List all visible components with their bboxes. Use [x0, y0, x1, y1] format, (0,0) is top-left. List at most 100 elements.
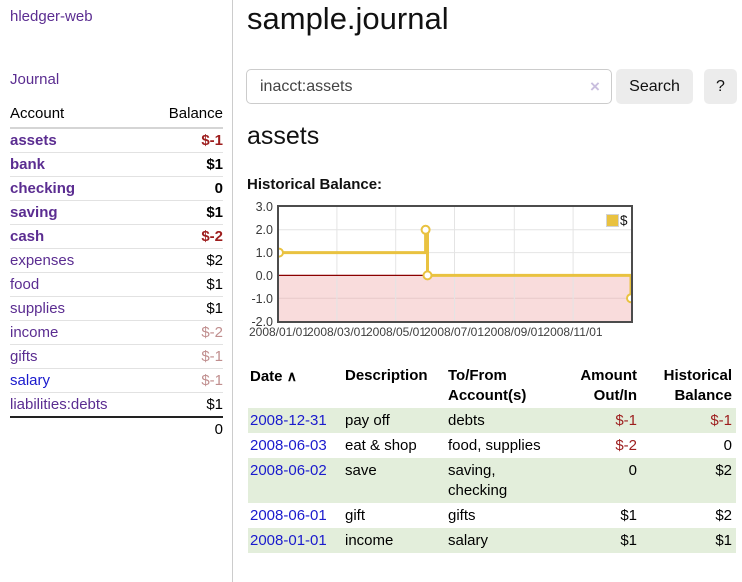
x-tick-label: 2008/07/01 — [423, 325, 485, 339]
account-row-income: income $-2 — [10, 320, 223, 345]
transaction-balance: $-1 — [710, 412, 732, 429]
transaction-date-link[interactable]: 2008-06-03 — [250, 437, 327, 454]
transaction-date-link[interactable]: 2008-06-01 — [250, 507, 327, 524]
account-balance: $1 — [146, 152, 223, 177]
sidebar-item-journal[interactable]: Journal — [10, 71, 60, 88]
account-balance: $-1 — [146, 368, 223, 393]
account-row-salary: salary $-1 — [10, 368, 223, 393]
account-row-assets: assets $-1 — [10, 128, 223, 153]
transactions-header-balance: Historical Balance — [641, 363, 736, 408]
transaction-date-link[interactable]: 2008-01-01 — [250, 532, 327, 549]
transactions-header-tofrom: To/From Account(s) — [448, 363, 564, 408]
account-balance: $-2 — [146, 224, 223, 249]
x-tick-label: 2008/11/01 — [543, 325, 603, 339]
accounts-header-row: Account Balance — [10, 102, 223, 129]
sort-asc-icon: ∧ — [286, 368, 297, 384]
transaction-date-link[interactable]: 2008-06-02 — [250, 462, 327, 479]
account-link-expenses[interactable]: expenses — [10, 252, 75, 269]
account-link-food[interactable]: food — [10, 276, 40, 293]
x-tick-label: 2008/09/01 — [483, 325, 545, 339]
accounts-header-balance: Balance — [146, 102, 223, 129]
x-tick-label: 2008/03/01 — [306, 325, 368, 339]
transaction-amount: $-1 — [615, 412, 637, 429]
transaction-balance: $2 — [715, 507, 732, 524]
account-balance: $1 — [146, 296, 223, 321]
chart-canvas — [279, 207, 631, 321]
account-balance: $1 — [146, 392, 223, 418]
accounts-total-value: 0 — [146, 416, 223, 441]
account-row-expenses: expenses $2 — [10, 248, 223, 273]
account-link-bank[interactable]: bank — [10, 156, 46, 173]
transactions-table: Date ∧ Description To/From Account(s) Am… — [248, 363, 736, 553]
account-balance: $-1 — [146, 344, 223, 369]
search-button[interactable]: Search — [616, 69, 693, 104]
transaction-date-link[interactable]: 2008-12-31 — [250, 412, 327, 429]
y-tick-label: 3.0 — [255, 200, 273, 214]
transaction-amount: $-2 — [615, 437, 637, 454]
account-balance: $1 — [146, 200, 223, 225]
transaction-row: 2008-12-31 pay off debts $-1 $-1 — [248, 408, 736, 433]
y-tick-label: 0.0 — [255, 269, 273, 283]
account-link-income[interactable]: income — [10, 324, 59, 341]
transactions-header-amount: Amount Out/In — [564, 363, 641, 408]
account-link-checking[interactable]: checking — [10, 180, 76, 197]
transaction-description: gift — [345, 507, 366, 524]
transaction-description: income — [345, 532, 394, 549]
account-row-bank: bank $1 — [10, 152, 223, 177]
balance-header-line2: Balance — [674, 387, 732, 404]
balance-header-line1: Historical — [663, 367, 732, 384]
account-balance: $1 — [146, 272, 223, 297]
chart-legend: $ — [606, 213, 628, 228]
historical-balance-chart[interactable] — [277, 205, 633, 323]
y-tick-label: -2.0 — [251, 315, 273, 329]
app-title-link[interactable]: hledger-web — [10, 8, 93, 25]
transaction-balance: $1 — [715, 532, 732, 549]
clear-search-icon[interactable]: × — [590, 77, 600, 96]
account-balance: $-2 — [146, 320, 223, 345]
accounts-header-account: Account — [10, 102, 147, 129]
transactions-header-row: Date ∧ Description To/From Account(s) Am… — [248, 363, 736, 408]
search-input[interactable] — [246, 69, 612, 104]
account-link-supplies[interactable]: supplies — [10, 300, 66, 317]
transaction-description: save — [345, 462, 377, 479]
date-header-label: Date — [250, 368, 283, 385]
transaction-amount: $1 — [620, 532, 637, 549]
account-balance: 0 — [146, 176, 223, 201]
transaction-balance: 0 — [723, 437, 732, 454]
transaction-tofrom: saving, checking — [448, 462, 508, 499]
account-link-cash[interactable]: cash — [10, 228, 45, 245]
tofrom-header-line2: Account(s) — [448, 387, 527, 404]
y-tick-label: -1.0 — [251, 292, 273, 306]
transaction-tofrom: gifts — [448, 507, 476, 524]
accounts-table: Account Balance assets $-1 bank $1 check… — [10, 102, 223, 441]
transaction-row: 2008-06-03 eat & shop food, supplies $-2… — [248, 433, 736, 458]
transaction-tofrom: debts — [448, 412, 485, 429]
transaction-balance: $2 — [715, 462, 732, 479]
transactions-header-description: Description — [345, 367, 428, 384]
legend-swatch-icon — [606, 214, 619, 227]
account-row-cash: cash $-2 — [10, 224, 223, 249]
page-title: sample.journal — [247, 1, 449, 36]
account-link-gifts[interactable]: gifts — [10, 348, 38, 365]
account-row-saving: saving $1 — [10, 200, 223, 225]
account-balance: $2 — [146, 248, 223, 273]
account-link-liabilities-debts[interactable]: liabilities:debts — [10, 396, 108, 413]
transactions-header-date[interactable]: Date ∧ — [248, 363, 345, 408]
amount-header-line2: Out/In — [593, 387, 637, 404]
sidebar: hledger-web Journal Account Balance asse… — [0, 0, 233, 582]
account-balance: $-1 — [146, 128, 223, 153]
account-row-checking: checking 0 — [10, 176, 223, 201]
transaction-description: eat & shop — [345, 437, 417, 454]
account-row-supplies: supplies $1 — [10, 296, 223, 321]
accounts-total-row: 0 — [10, 416, 223, 441]
transaction-row: 2008-06-01 gift gifts $1 $2 — [248, 503, 736, 528]
account-link-assets[interactable]: assets — [10, 132, 57, 149]
y-tick-label: 2.0 — [255, 223, 273, 237]
transaction-amount: 0 — [628, 462, 637, 479]
account-link-saving[interactable]: saving — [10, 204, 58, 221]
account-link-salary[interactable]: salary — [10, 372, 51, 389]
amount-header-line1: Amount — [580, 367, 637, 384]
help-button[interactable]: ? — [704, 69, 737, 104]
y-tick-label: 1.0 — [255, 246, 273, 260]
